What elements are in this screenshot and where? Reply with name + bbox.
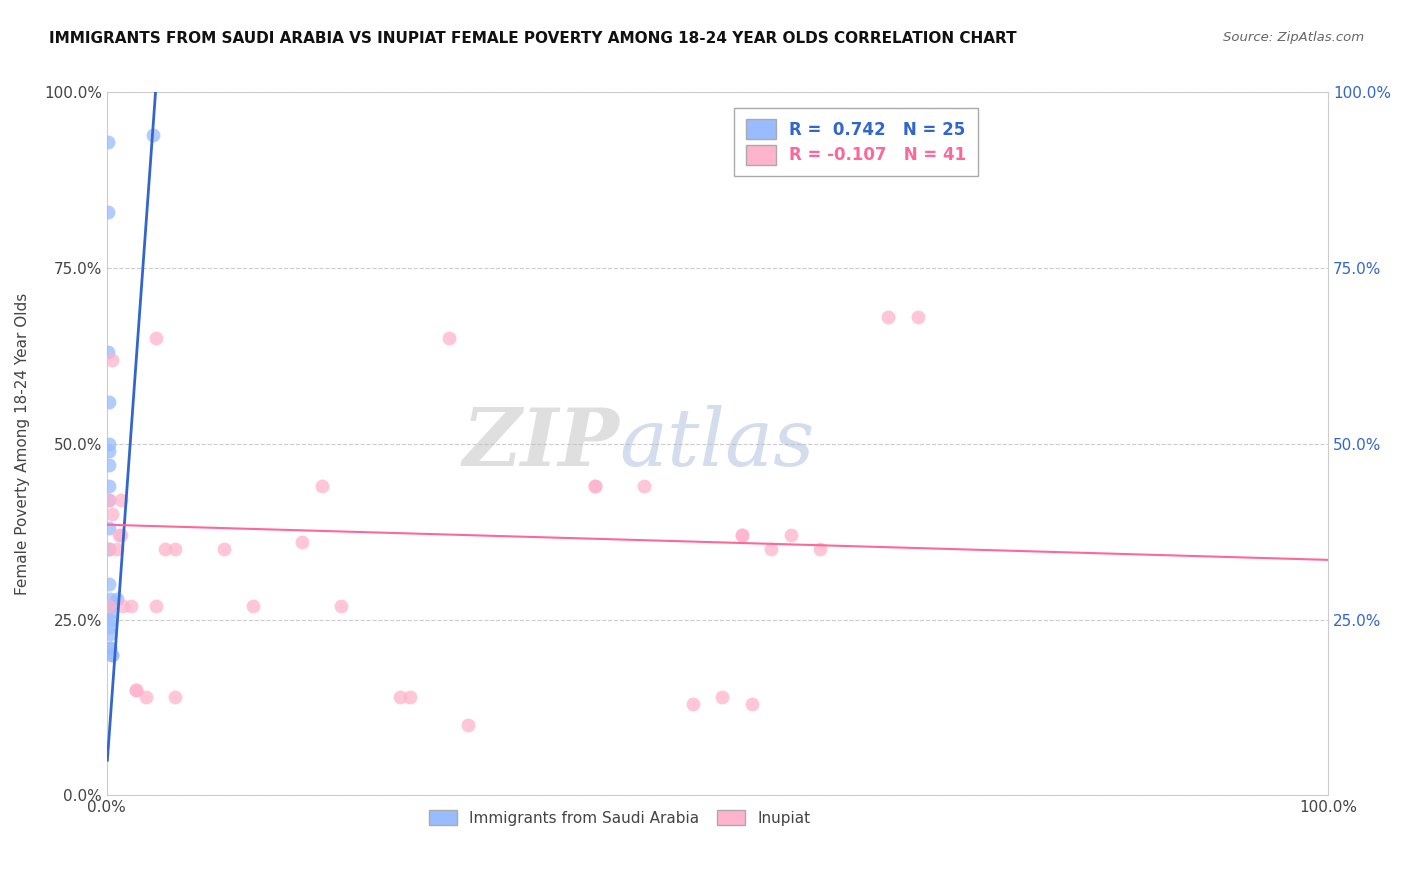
Point <box>759 542 782 557</box>
Text: ZIP: ZIP <box>463 405 620 483</box>
Point <box>100 648 122 662</box>
Point <box>105 542 128 557</box>
Point <box>135 690 157 704</box>
Point <box>97 135 120 149</box>
Point <box>125 682 148 697</box>
Point <box>711 690 734 704</box>
Point <box>98 479 121 493</box>
Text: atlas: atlas <box>620 405 815 483</box>
Point <box>100 591 122 606</box>
Point <box>388 690 411 704</box>
Point <box>779 528 801 542</box>
Point <box>291 535 314 549</box>
Point <box>731 528 754 542</box>
Point <box>98 577 121 591</box>
Point <box>98 444 121 458</box>
Point <box>97 345 120 359</box>
Point <box>100 507 122 521</box>
Point <box>98 599 121 613</box>
Point <box>457 718 479 732</box>
Point <box>142 128 165 142</box>
Point <box>100 626 122 640</box>
Point <box>98 493 121 508</box>
Text: Source: ZipAtlas.com: Source: ZipAtlas.com <box>1223 31 1364 45</box>
Legend: Immigrants from Saudi Arabia, Inupiat: Immigrants from Saudi Arabia, Inupiat <box>422 802 818 833</box>
Point <box>110 493 132 508</box>
Point <box>100 352 122 367</box>
Point <box>110 528 132 542</box>
Point <box>98 437 121 451</box>
Point <box>212 542 235 557</box>
Point <box>877 310 900 325</box>
Point <box>808 542 831 557</box>
Point <box>97 205 120 219</box>
Point <box>125 682 148 697</box>
Point <box>98 521 121 535</box>
Point <box>330 599 353 613</box>
Point <box>731 528 754 542</box>
Point <box>907 310 929 325</box>
Point <box>165 690 187 704</box>
Point <box>311 479 333 493</box>
Point <box>100 613 122 627</box>
Point <box>583 479 606 493</box>
Point <box>98 458 121 472</box>
Point <box>145 331 167 345</box>
Point <box>100 599 122 613</box>
Point <box>437 331 460 345</box>
Point <box>98 542 121 557</box>
Point <box>155 542 177 557</box>
Point <box>583 479 606 493</box>
Point <box>108 528 131 542</box>
Point <box>120 599 142 613</box>
Point <box>242 599 264 613</box>
Point <box>100 620 122 634</box>
Point <box>398 690 420 704</box>
Point <box>98 542 121 557</box>
Point <box>633 479 655 493</box>
Point <box>111 599 134 613</box>
Point <box>105 591 128 606</box>
Point <box>100 599 122 613</box>
Point <box>100 640 122 655</box>
Point <box>741 697 763 711</box>
Point <box>145 599 167 613</box>
Point <box>682 697 704 711</box>
Y-axis label: Female Poverty Among 18-24 Year Olds: Female Poverty Among 18-24 Year Olds <box>15 293 30 595</box>
Point <box>98 493 121 508</box>
Point <box>100 606 122 620</box>
Point <box>165 542 187 557</box>
Text: IMMIGRANTS FROM SAUDI ARABIA VS INUPIAT FEMALE POVERTY AMONG 18-24 YEAR OLDS COR: IMMIGRANTS FROM SAUDI ARABIA VS INUPIAT … <box>49 31 1017 46</box>
Point <box>98 394 121 409</box>
Point <box>100 648 122 662</box>
Point <box>100 640 122 655</box>
